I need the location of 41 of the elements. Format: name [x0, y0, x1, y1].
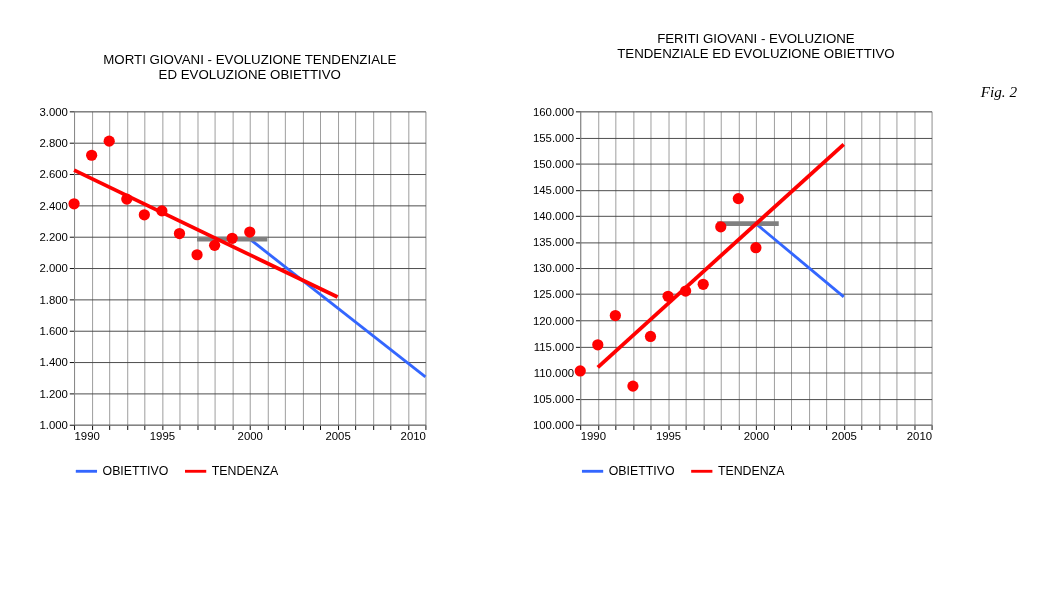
y-tick-label: 160.000: [532, 105, 575, 118]
y-tick-label: 2.400: [39, 199, 68, 212]
y-tick-label: 115.000: [533, 340, 575, 353]
y-tick-label: 145.000: [532, 184, 575, 196]
y-tick-label: 2.800: [39, 136, 68, 149]
legend-label: OBIETTIVO: [608, 464, 675, 479]
chart-title: MORTI GIOVANI - EVOLUZIONE TENDENZIALE ED EVOLUZIONE OBIETTIVO: [103, 51, 397, 83]
legend-label: OBIETTIVO: [102, 464, 169, 479]
y-tick-label: 2.000: [39, 262, 68, 275]
x-tick-label: 1990: [74, 430, 100, 443]
y-tick-label: 2.600: [39, 168, 68, 181]
y-tick-label: 130.000: [532, 262, 575, 275]
y-tick-label: 125.000: [532, 288, 575, 301]
x-tick-label: 1995: [655, 430, 682, 443]
y-tick-label: 1.200: [39, 387, 68, 400]
y-tick-label: 155.000: [532, 131, 575, 144]
y-tick-label: 100.000: [532, 419, 575, 432]
y-tick-label: 110.000: [533, 366, 575, 379]
legend-label: TENDENZA: [211, 464, 279, 479]
legend-label: TENDENZA: [717, 464, 786, 479]
y-tick-label: 1.800: [39, 293, 68, 306]
x-tick-label: 2010: [400, 430, 426, 443]
y-tick-label: 135.000: [532, 236, 575, 249]
x-tick-label: 2005: [325, 430, 351, 443]
y-tick-label: 105.000: [532, 392, 575, 405]
x-tick-label: 2010: [906, 430, 933, 443]
y-tick-label: 3.000: [39, 105, 68, 118]
x-tick-label: 2000: [237, 430, 263, 443]
y-tick-label: 1.000: [39, 419, 68, 432]
y-tick-label: 1.400: [39, 356, 68, 369]
x-tick-label: 1995: [149, 430, 176, 443]
y-tick-label: 150.000: [532, 157, 575, 170]
caption: Fig. 2: [979, 83, 1018, 101]
y-tick-label: 120.000: [532, 314, 575, 327]
chart-title: FERITI GIOVANI - EVOLUZIONE TENDENZIALE ED EVOLUZIONE OBIETTIVO: [617, 31, 895, 62]
x-tick-label: 2000: [743, 430, 770, 443]
x-tick-label: 1990: [580, 430, 607, 443]
y-tick-label: 2.200: [39, 231, 68, 243]
y-tick-label: 1.600: [39, 325, 68, 338]
x-tick-label: 2005: [831, 430, 857, 443]
y-tick-label: 140.000: [532, 210, 575, 223]
